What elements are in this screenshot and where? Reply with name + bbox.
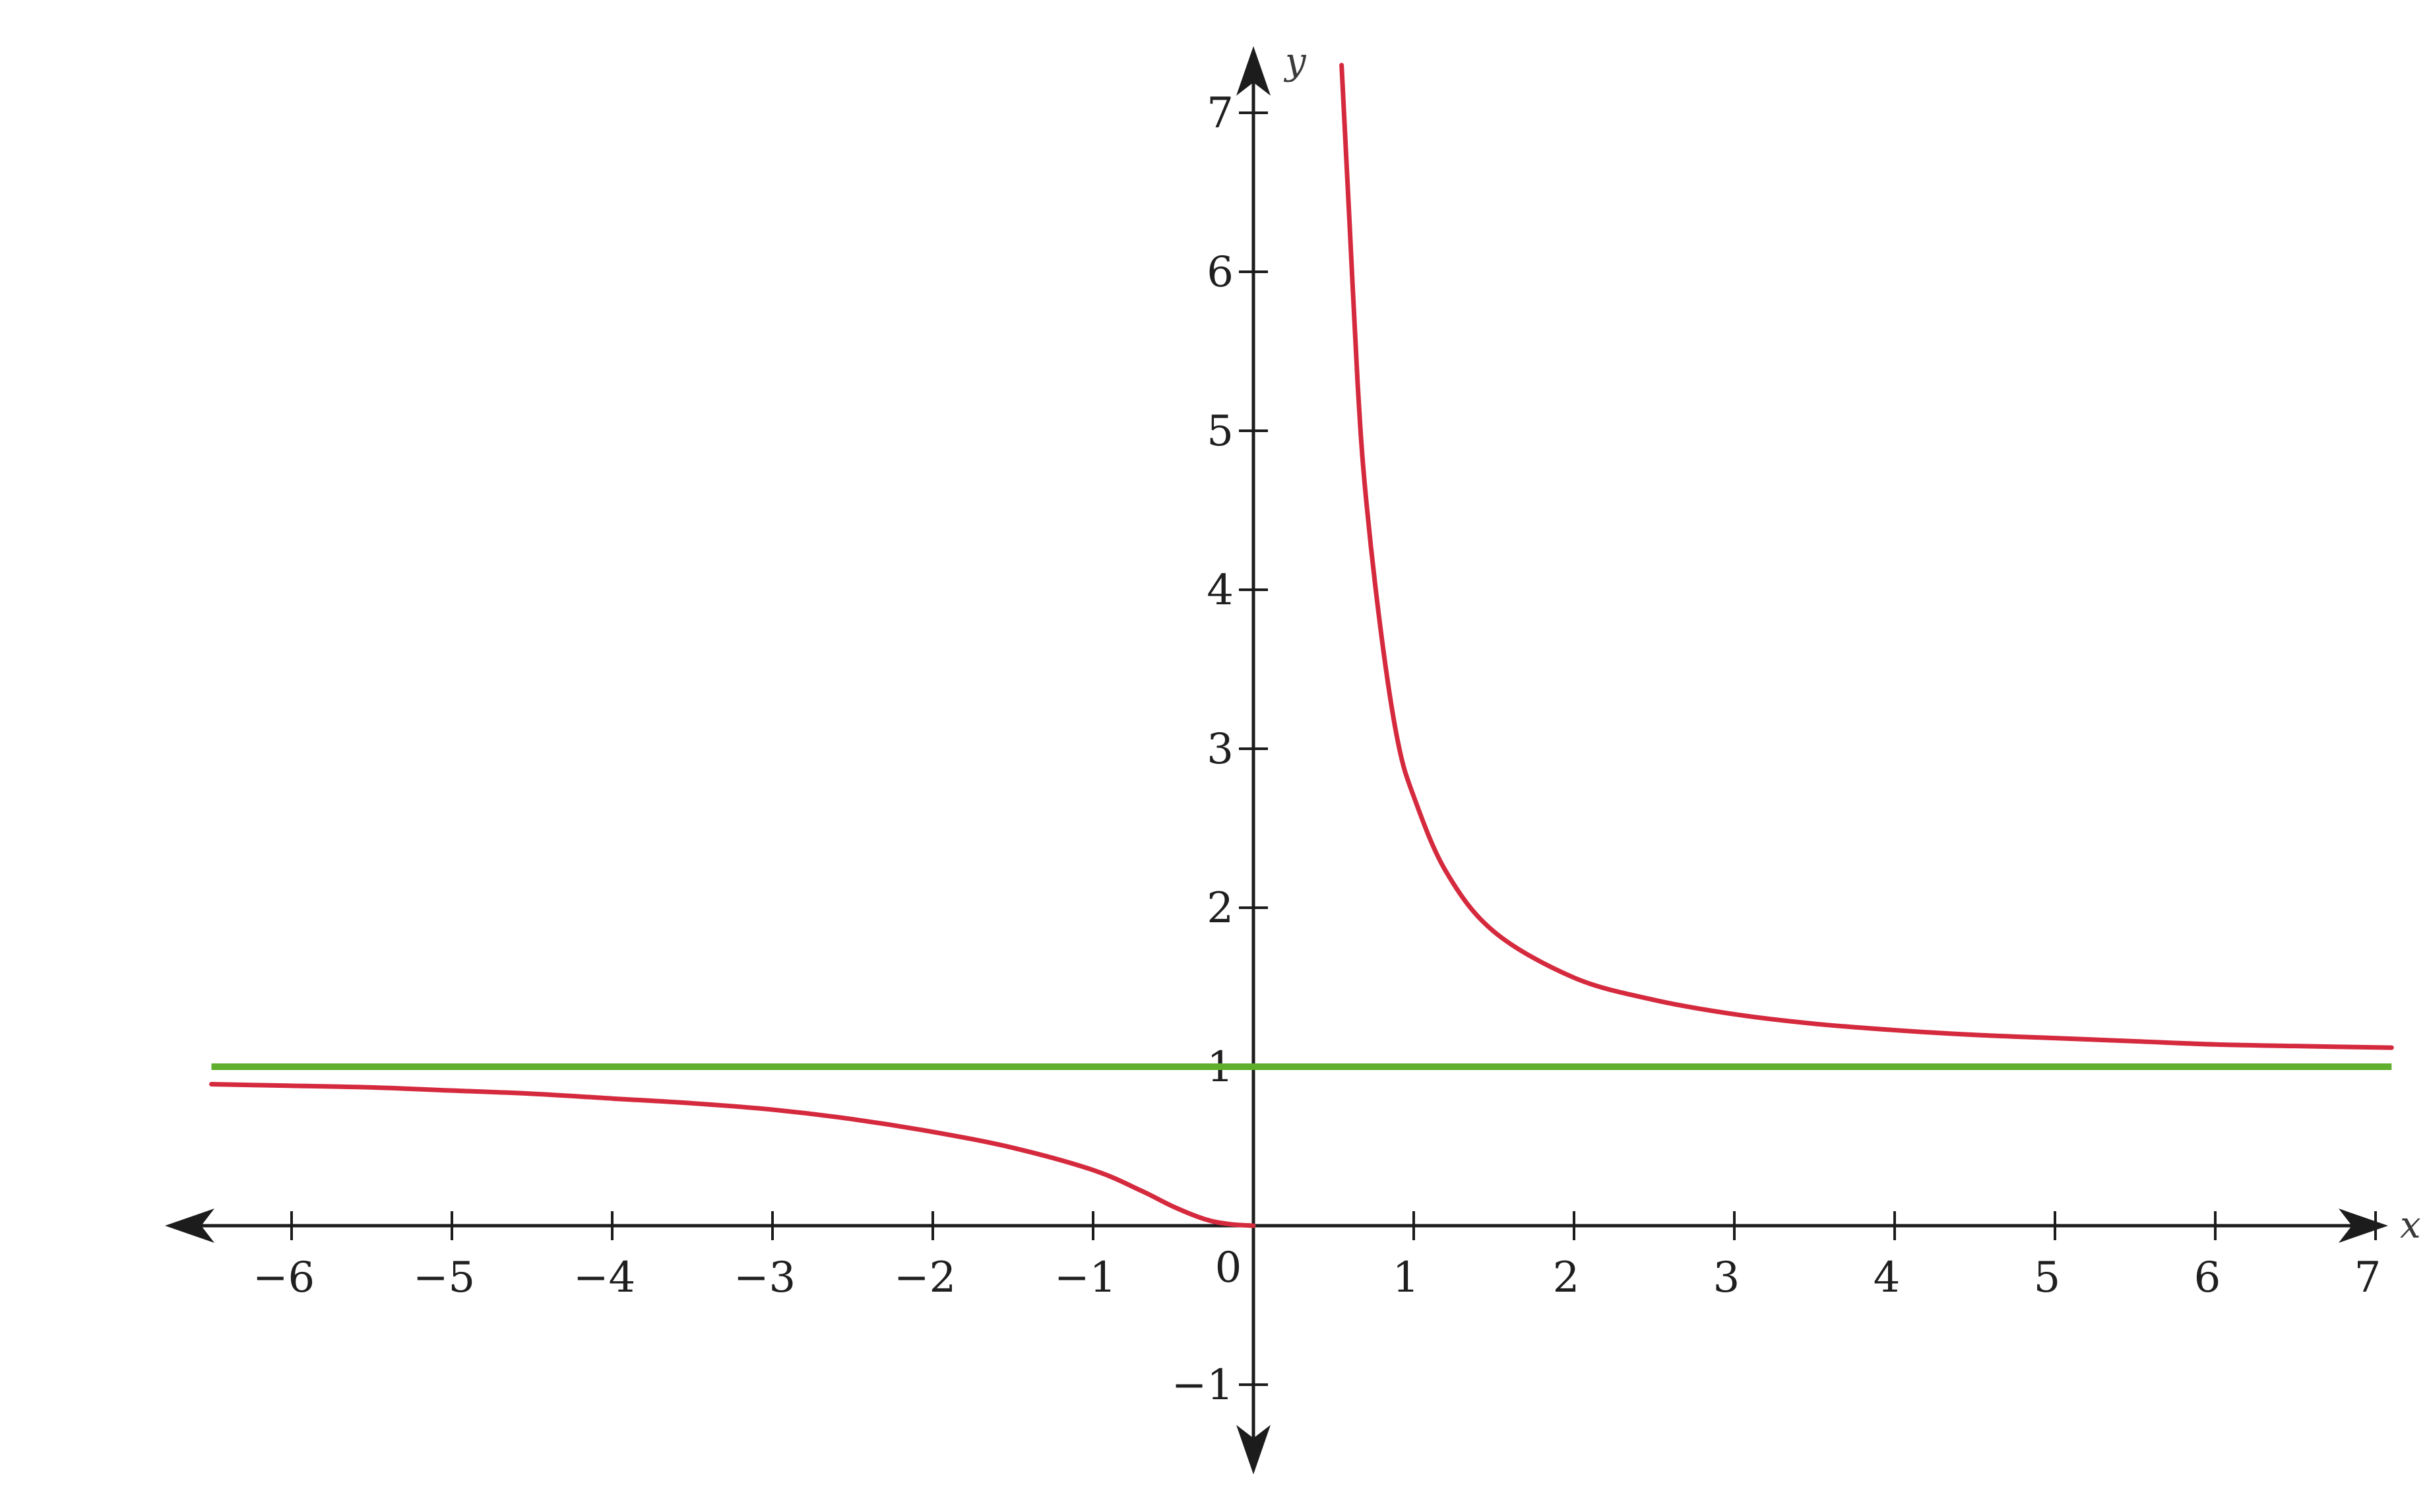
y-tick-label: 2 xyxy=(1207,884,1234,933)
x-tick-label: 0 xyxy=(1215,1244,1242,1292)
x-tick-label: −5 xyxy=(413,1253,475,1302)
curve-left-branch xyxy=(209,1082,1256,1228)
y-tick-label: 7 xyxy=(1207,89,1234,138)
x-tick-label: 4 xyxy=(1874,1253,1901,1302)
x-tick-label: −2 xyxy=(894,1253,956,1302)
x-axis-left-arrow xyxy=(165,1209,214,1243)
x-tick-label: −4 xyxy=(573,1253,635,1302)
x-tick-label: −1 xyxy=(1054,1253,1116,1302)
x-tick-label: −3 xyxy=(734,1253,796,1302)
y-tick-label: 4 xyxy=(1207,566,1234,615)
x-tick-label: −6 xyxy=(253,1253,315,1302)
x-axis-right-arrow xyxy=(2339,1209,2388,1243)
y-axis-label: y xyxy=(1283,40,1307,83)
y-tick-label: 6 xyxy=(1207,248,1234,297)
series-layer xyxy=(209,63,2394,1228)
y-tick-label: −1 xyxy=(1172,1361,1234,1410)
x-tick-label: 1 xyxy=(1393,1253,1420,1302)
y-tick-label: 5 xyxy=(1207,407,1234,456)
x-axis-label: x xyxy=(2400,1204,2421,1247)
axes-layer: xy xyxy=(165,40,2421,1474)
x-tick-label: 3 xyxy=(1713,1253,1740,1302)
x-tick-label: 7 xyxy=(2354,1253,2382,1302)
curve-right-branch xyxy=(1339,63,2394,1050)
x-tick-label: 6 xyxy=(2194,1253,2221,1302)
x-tick-label: 2 xyxy=(1553,1253,1580,1302)
y-tick-label: 3 xyxy=(1207,725,1234,774)
x-tick-label: 5 xyxy=(2034,1253,2061,1302)
y-axis-bottom-arrow xyxy=(1236,1425,1271,1474)
y-axis-top-arrow xyxy=(1236,46,1271,96)
